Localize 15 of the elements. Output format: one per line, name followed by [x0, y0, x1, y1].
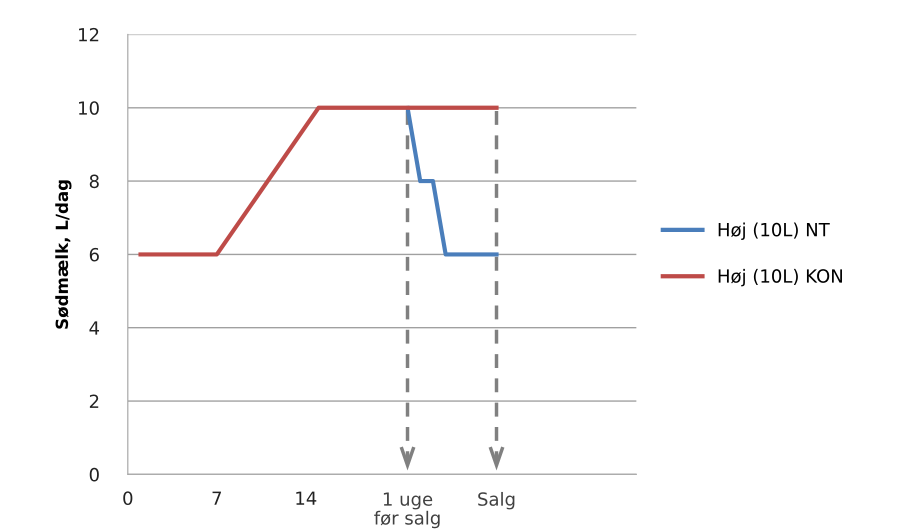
y-tick-label: 6: [90, 248, 99, 262]
y-tick-label: 4: [89, 321, 100, 335]
y-axis-title: Sødmælk, L/dag: [55, 180, 72, 329]
legend-label: Høj (10L) KON: [718, 268, 842, 286]
y-tick-label: 8: [90, 174, 99, 188]
x-tick-label: 14: [296, 492, 316, 505]
y-tick-label: 10: [79, 101, 99, 115]
ref-line-label: 1 uge før salg: [374, 492, 440, 528]
legend-label: Høj (10L) NT: [718, 222, 830, 240]
y-tick-label: 0: [90, 468, 99, 482]
y-tick-label: 12: [79, 28, 98, 42]
x-tick-label: 7: [212, 492, 222, 505]
ref-line-label: Salg: [478, 492, 514, 510]
x-tick-label: 0: [123, 491, 132, 505]
y-tick-label: 2: [90, 394, 98, 408]
